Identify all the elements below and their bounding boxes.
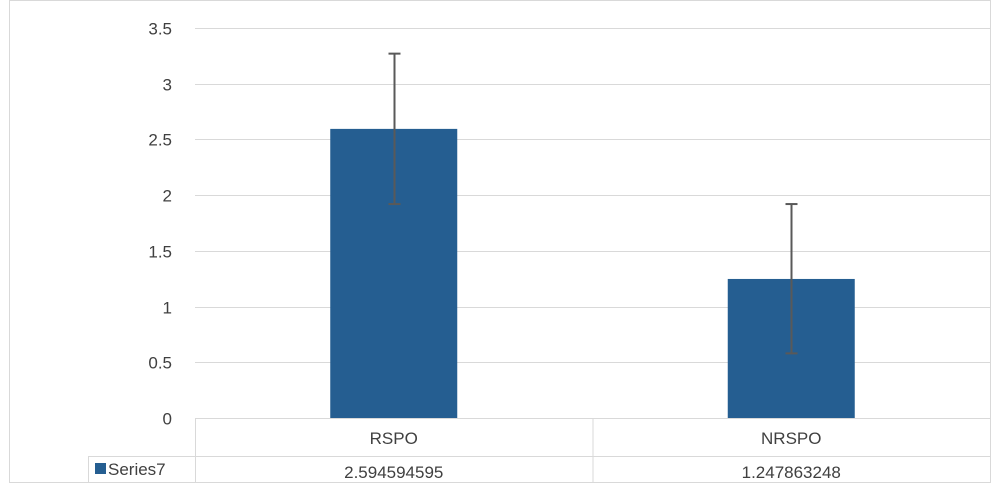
y-axis-ticks: 0 0.5 1 1.5 2 2.5 3 3.5: [148, 20, 172, 429]
x-category-label: RSPO: [370, 429, 418, 448]
y-tick-label: 1: [163, 299, 172, 318]
error-bars: [388, 52, 798, 355]
y-tick-label: 1.5: [148, 243, 172, 262]
legend-key-series7: [95, 463, 106, 474]
table-cell-value: 1.247863248: [742, 463, 841, 482]
data-table: RSPO NRSPO Series7 2.594594595 1.247863248: [88, 418, 990, 483]
y-tick-label: 0.5: [148, 354, 172, 373]
y-tick-label: 2.5: [148, 131, 172, 150]
gridlines: [195, 28, 990, 419]
y-tick-label: 3: [163, 76, 172, 95]
table-row-label: Series7: [108, 460, 166, 479]
x-category-label: NRSPO: [761, 429, 821, 448]
table-cell-value: 2.594594595: [344, 463, 443, 482]
y-tick-label: 2: [163, 187, 172, 206]
y-tick-label: 0: [163, 410, 172, 429]
y-tick-label: 3.5: [148, 20, 172, 39]
